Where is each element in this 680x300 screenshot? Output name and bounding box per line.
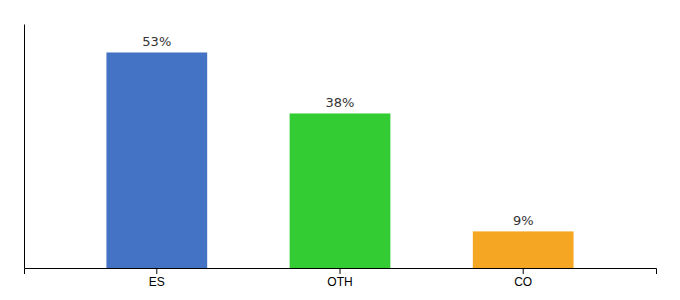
- bars: [106, 52, 573, 268]
- chart-container: ES OTH CO 53% 38% 9%: [0, 0, 680, 300]
- x-tick-label: OTH: [327, 275, 352, 289]
- data-label: 38%: [326, 95, 355, 110]
- x-tick: OTH: [327, 268, 352, 289]
- x-tick: ES: [149, 268, 165, 289]
- x-tick-mark: [340, 268, 341, 274]
- plot-area: ES OTH CO 53% 38% 9%: [25, 25, 657, 289]
- x-tick: CO: [514, 268, 532, 289]
- x-tick-label: ES: [149, 275, 165, 289]
- y-axis: [24, 25, 25, 269]
- x-tick-mark: [523, 268, 524, 274]
- x-tick-label: CO: [514, 275, 532, 289]
- bar: [473, 231, 574, 268]
- data-label: 53%: [142, 34, 171, 49]
- x-axis: ES OTH CO: [25, 268, 657, 289]
- x-axis-line: [25, 269, 657, 275]
- y-axis-line: [24, 25, 25, 269]
- chart-svg: ES OTH CO 53% 38% 9%: [0, 0, 680, 300]
- x-tick-mark: [156, 268, 157, 274]
- data-label: 9%: [513, 213, 534, 228]
- bar: [290, 113, 391, 268]
- bar: [106, 52, 207, 268]
- data-labels: 53% 38% 9%: [142, 34, 533, 228]
